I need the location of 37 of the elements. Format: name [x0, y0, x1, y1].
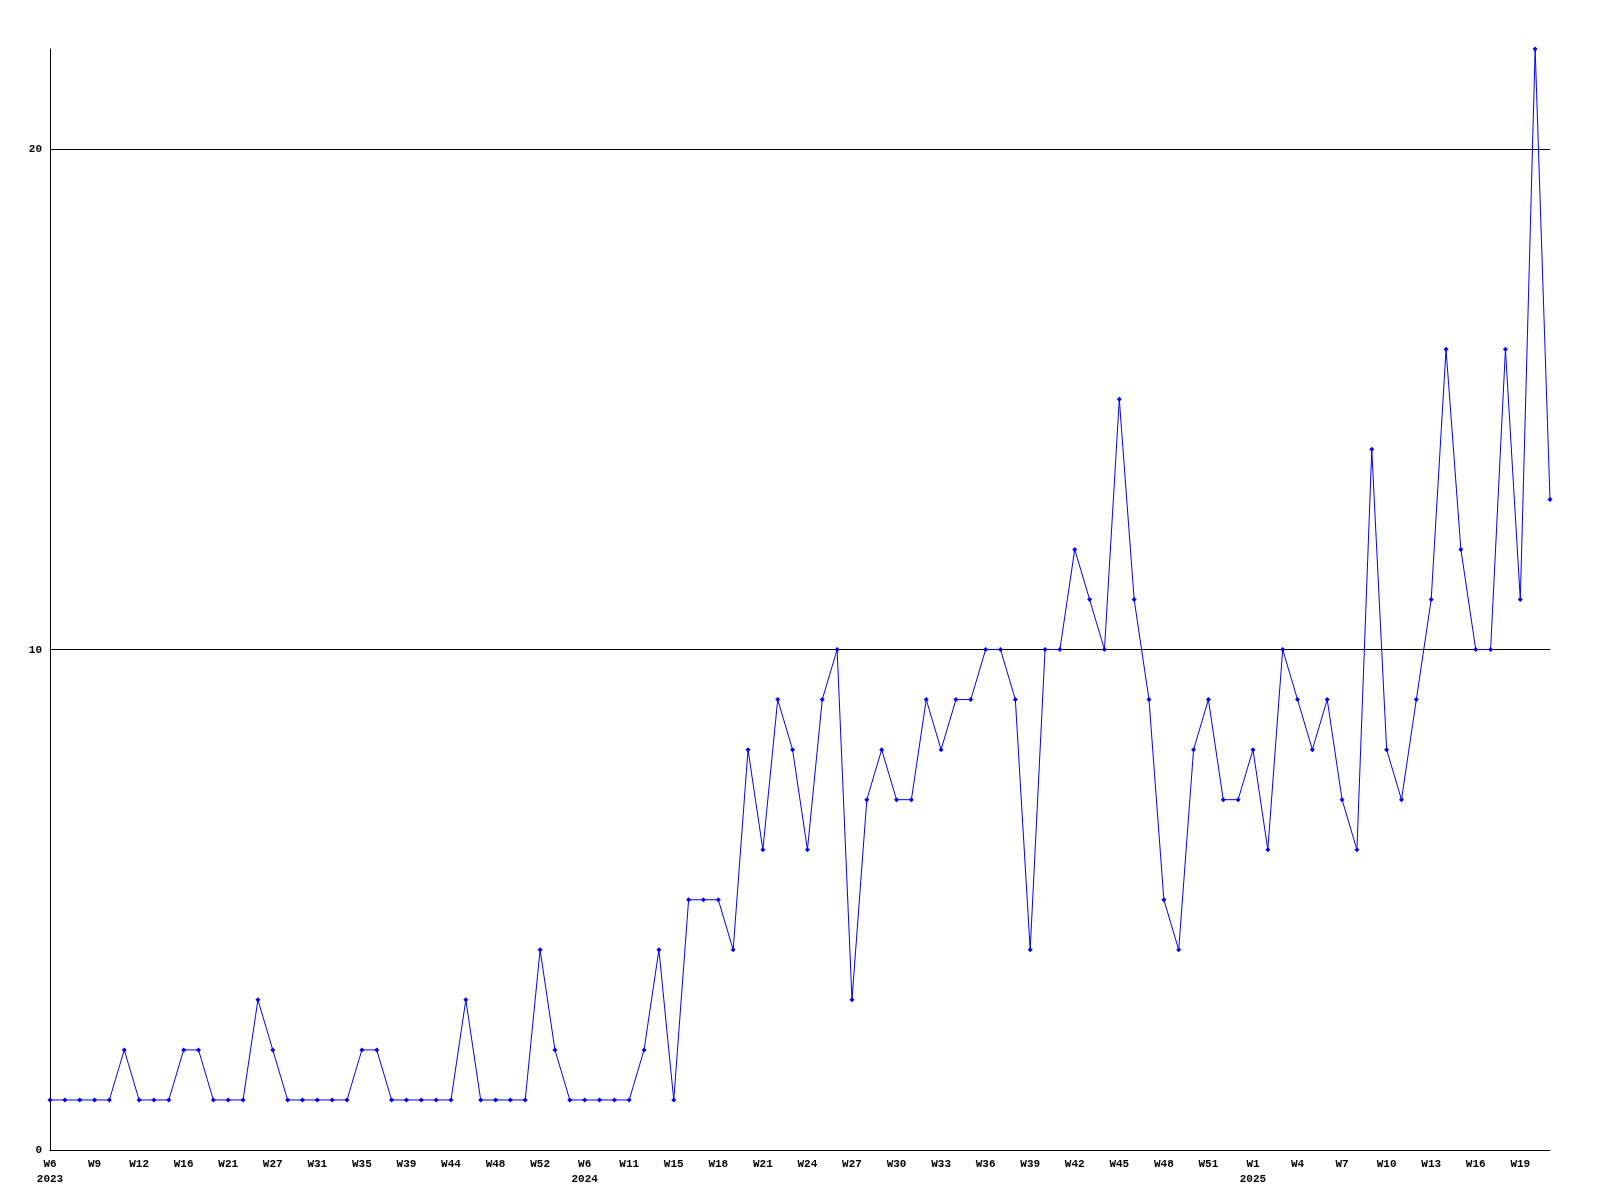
x-tick-label: W27	[262, 1157, 283, 1170]
x-tick-label: W31	[307, 1157, 328, 1170]
x-tick-label: W39	[396, 1157, 417, 1170]
x-tick-label: W13	[1421, 1157, 1442, 1170]
x-tick-label: W12	[129, 1157, 150, 1170]
x-tick-label: W39	[1020, 1157, 1041, 1170]
x-tick-label: W51	[1198, 1157, 1219, 1170]
x-tick-label: W21	[752, 1157, 774, 1170]
x-tick-label: W33	[931, 1157, 952, 1170]
x-tick-label: W1 2025	[1239, 1157, 1267, 1185]
x-tick-label: W16	[1465, 1157, 1486, 1170]
x-tick-label: W4	[1290, 1157, 1305, 1170]
x-tick-label: W48	[485, 1157, 506, 1170]
x-tick-label: W45	[1109, 1157, 1130, 1170]
x-tick-label: W42	[1064, 1157, 1085, 1170]
x-tick-label: W48	[1153, 1157, 1175, 1170]
x-tick-label: W24	[797, 1157, 818, 1170]
x-tick-label: W18	[708, 1157, 729, 1170]
x-tick-label: W15	[663, 1157, 685, 1170]
x-tick-label: W11	[619, 1157, 640, 1170]
x-tick-label: W10	[1376, 1157, 1397, 1170]
x-tick-label: W52	[530, 1157, 551, 1170]
x-tick-label: W30	[886, 1157, 907, 1170]
x-tick-label: W36	[975, 1157, 996, 1170]
x-tick-label: W6 2023	[36, 1157, 64, 1185]
x-tick-label: W6 2024	[571, 1157, 599, 1185]
x-tick-label: W27	[842, 1157, 862, 1170]
x-tick-label: W21	[218, 1157, 239, 1170]
y-tick-label: 0	[35, 1144, 42, 1156]
x-tick-label: W44	[441, 1157, 462, 1170]
x-tick-label: W16	[173, 1157, 194, 1170]
y-tick-label: 20	[28, 143, 42, 156]
y-tick-label: 10	[28, 643, 42, 656]
x-tick-label: W19	[1510, 1157, 1531, 1170]
x-tick-label: W7	[1335, 1157, 1349, 1170]
x-tick-label: W9	[87, 1157, 102, 1170]
x-tick-label: W35	[351, 1157, 373, 1170]
